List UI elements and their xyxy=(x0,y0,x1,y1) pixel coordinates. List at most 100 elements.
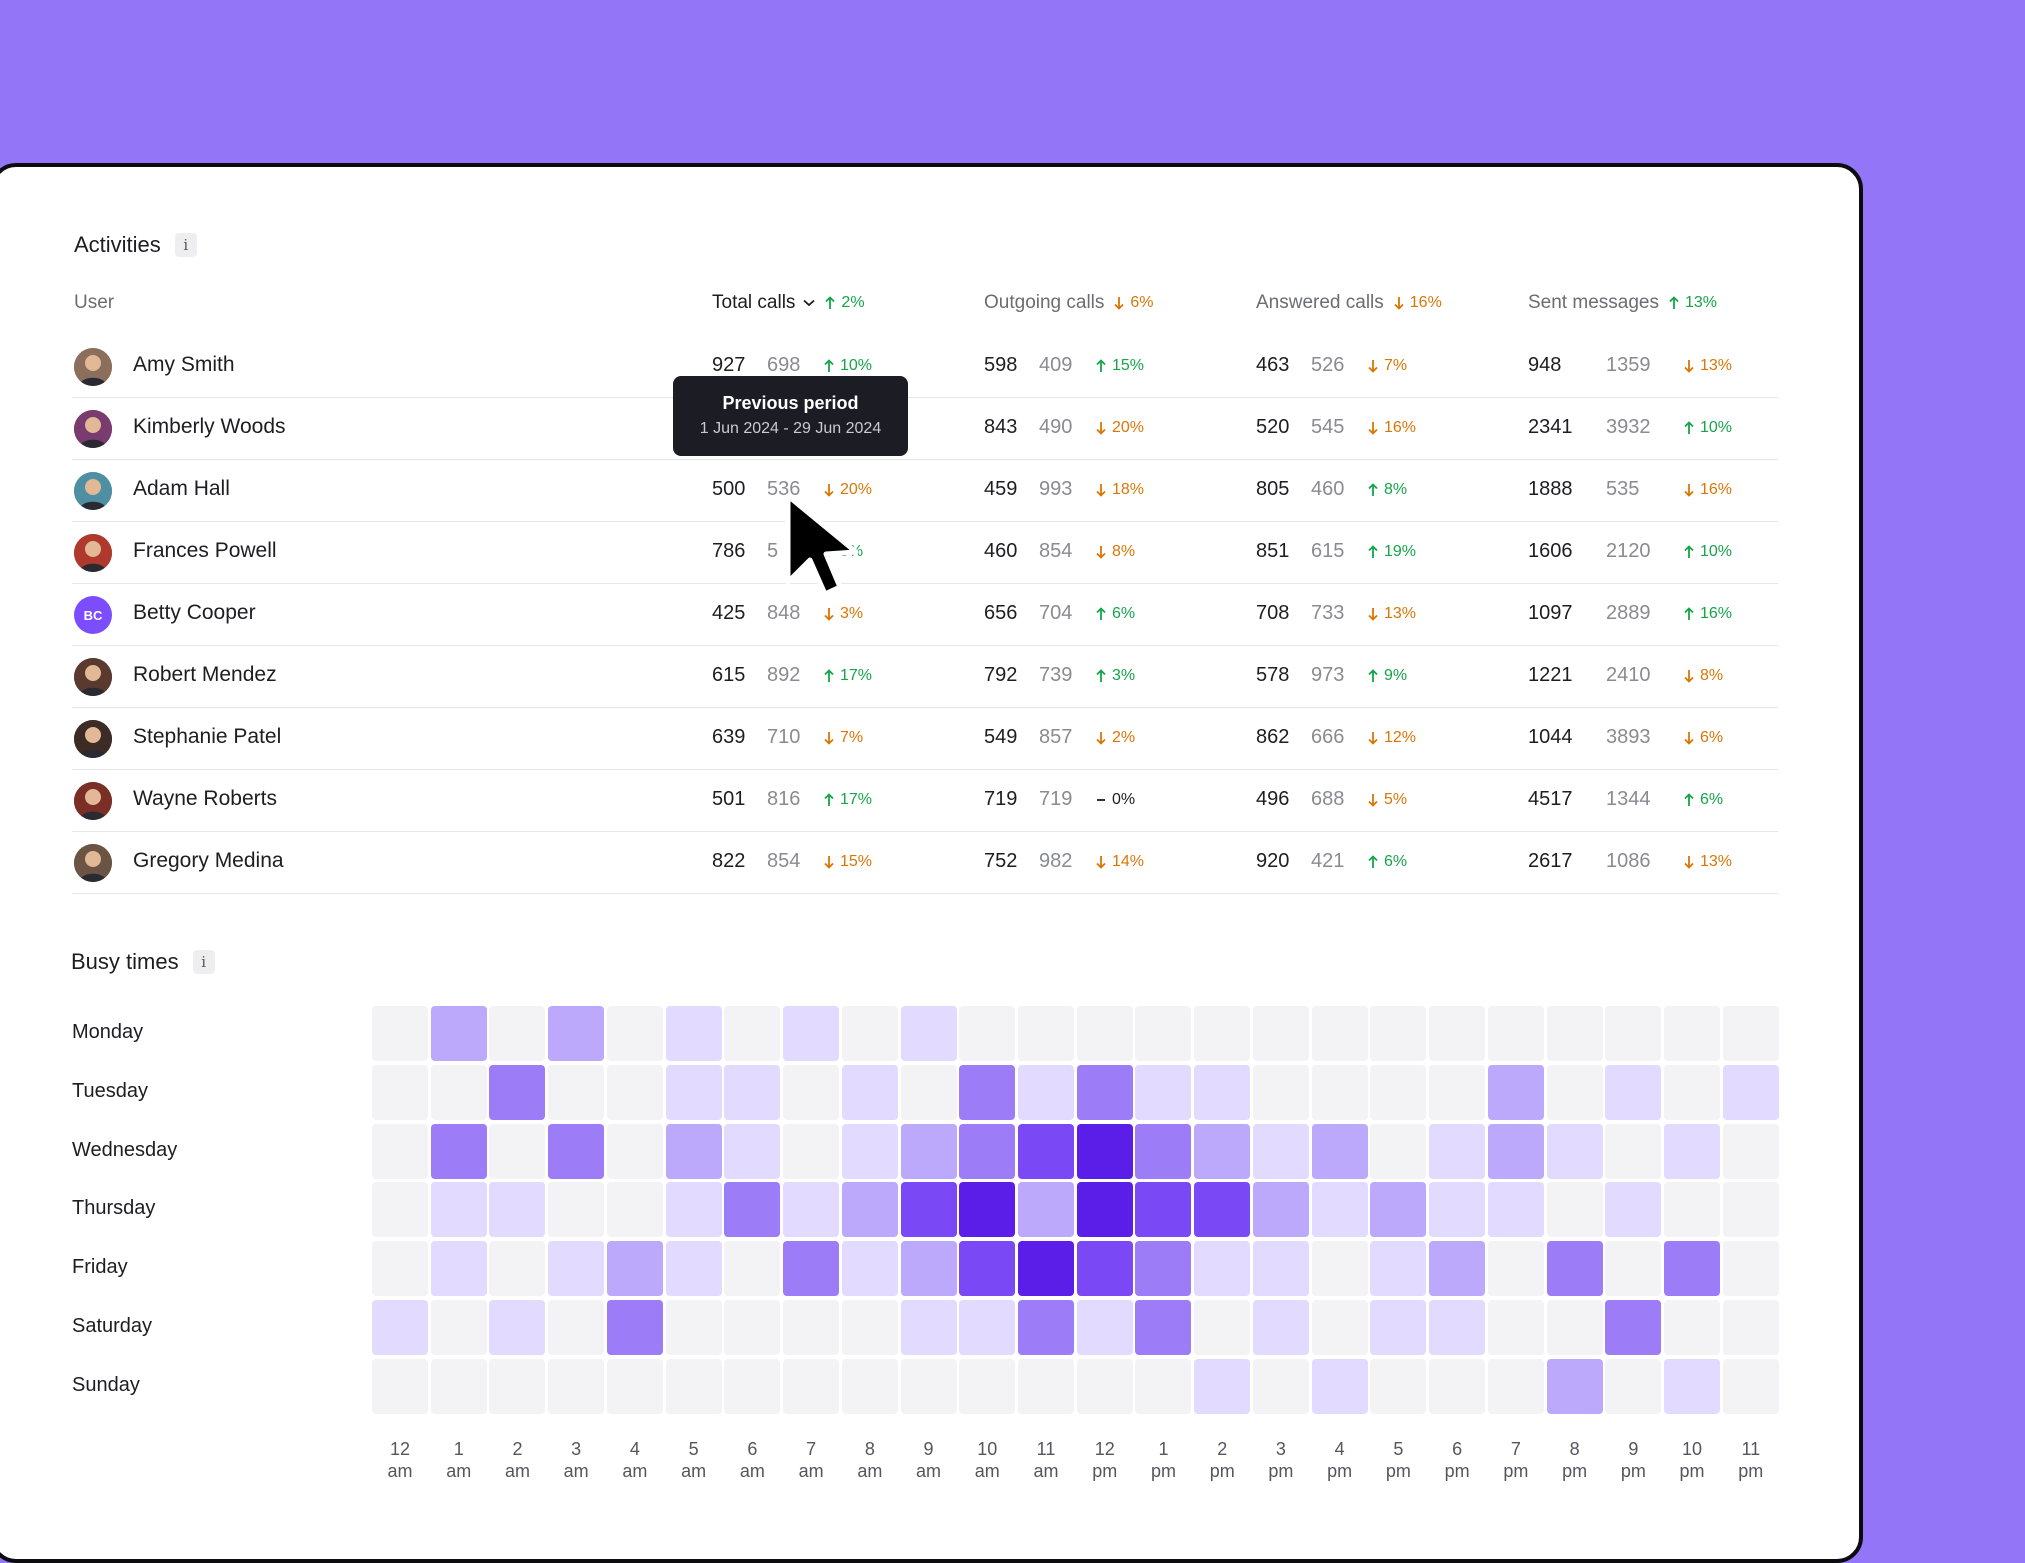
previous-value[interactable]: 973 xyxy=(1311,664,1345,686)
heatmap-cell[interactable] xyxy=(372,1300,428,1355)
heatmap-cell[interactable] xyxy=(783,1123,840,1179)
heatmap-cell[interactable] xyxy=(783,1182,840,1238)
heatmap-cell[interactable] xyxy=(959,1182,1016,1238)
heatmap-cell[interactable] xyxy=(1487,1241,1544,1297)
heatmap-cell[interactable] xyxy=(1664,1006,1721,1061)
previous-value[interactable]: 3893 xyxy=(1606,726,1651,748)
heatmap-cell[interactable] xyxy=(900,1300,957,1355)
previous-value[interactable]: 704 xyxy=(1039,602,1073,624)
heatmap-cell[interactable] xyxy=(430,1358,487,1414)
heatmap-cell[interactable] xyxy=(1076,1123,1133,1179)
heatmap-cell[interactable] xyxy=(1135,1006,1192,1061)
previous-value[interactable]: 816 xyxy=(767,788,801,810)
heatmap-cell[interactable] xyxy=(1076,1006,1133,1061)
heatmap-cell[interactable] xyxy=(665,1064,722,1120)
heatmap-cell[interactable] xyxy=(900,1006,957,1061)
heatmap-cell[interactable] xyxy=(724,1182,781,1238)
previous-value[interactable]: 688 xyxy=(1311,788,1345,810)
previous-value[interactable]: 848 xyxy=(767,602,801,624)
column-header-total-calls[interactable]: Total calls 2% xyxy=(712,291,865,315)
heatmap-cell[interactable] xyxy=(548,1006,605,1061)
heatmap-cell[interactable] xyxy=(548,1358,605,1414)
previous-value[interactable]: 719 xyxy=(1039,788,1073,810)
previous-value[interactable]: 460 xyxy=(1311,478,1345,500)
heatmap-cell[interactable] xyxy=(1487,1123,1544,1179)
previous-value[interactable]: 1359 xyxy=(1606,354,1651,376)
heatmap-cell[interactable] xyxy=(430,1241,487,1297)
heatmap-cell[interactable] xyxy=(606,1241,663,1297)
heatmap-cell[interactable] xyxy=(1722,1006,1779,1061)
heatmap-cell[interactable] xyxy=(1252,1123,1309,1179)
heatmap-cell[interactable] xyxy=(724,1300,781,1355)
previous-value[interactable]: 854 xyxy=(1039,540,1073,562)
heatmap-cell[interactable] xyxy=(1018,1300,1075,1355)
heatmap-cell[interactable] xyxy=(1076,1182,1133,1238)
heatmap-cell[interactable] xyxy=(1546,1006,1603,1061)
heatmap-cell[interactable] xyxy=(1370,1182,1427,1238)
previous-value[interactable]: 710 xyxy=(767,726,801,748)
heatmap-cell[interactable] xyxy=(724,1241,781,1297)
table-row[interactable]: Wayne Roberts 501 816 17% 719 719 0% 496… xyxy=(72,770,1778,832)
heatmap-cell[interactable] xyxy=(489,1241,546,1297)
previous-value[interactable]: 421 xyxy=(1311,850,1345,872)
heatmap-cell[interactable] xyxy=(1370,1064,1427,1120)
heatmap-cell[interactable] xyxy=(372,1182,428,1238)
heatmap-cell[interactable] xyxy=(1664,1241,1721,1297)
heatmap-cell[interactable] xyxy=(724,1123,781,1179)
heatmap-cell[interactable] xyxy=(1135,1182,1192,1238)
heatmap-cell[interactable] xyxy=(372,1123,428,1179)
heatmap-cell[interactable] xyxy=(606,1123,663,1179)
heatmap-cell[interactable] xyxy=(1722,1300,1779,1355)
heatmap-cell[interactable] xyxy=(900,1064,957,1120)
heatmap-cell[interactable] xyxy=(841,1123,898,1179)
heatmap-cell[interactable] xyxy=(959,1358,1016,1414)
heatmap-cell[interactable] xyxy=(1252,1300,1309,1355)
heatmap-cell[interactable] xyxy=(1018,1182,1075,1238)
previous-value[interactable]: 526 xyxy=(1311,354,1345,376)
heatmap-cell[interactable] xyxy=(606,1182,663,1238)
heatmap-cell[interactable] xyxy=(1546,1300,1603,1355)
heatmap-cell[interactable] xyxy=(724,1006,781,1061)
previous-value[interactable]: 409 xyxy=(1039,354,1073,376)
heatmap-cell[interactable] xyxy=(1605,1241,1662,1297)
heatmap-cell[interactable] xyxy=(900,1182,957,1238)
heatmap-cell[interactable] xyxy=(1194,1064,1251,1120)
heatmap-cell[interactable] xyxy=(665,1182,722,1238)
heatmap-cell[interactable] xyxy=(1664,1358,1721,1414)
previous-value[interactable]: 545 xyxy=(1311,416,1345,438)
previous-value[interactable]: 3932 xyxy=(1606,416,1651,438)
heatmap-cell[interactable] xyxy=(1546,1064,1603,1120)
heatmap-cell[interactable] xyxy=(900,1123,957,1179)
heatmap-cell[interactable] xyxy=(489,1182,546,1238)
heatmap-cell[interactable] xyxy=(783,1064,840,1120)
heatmap-cell[interactable] xyxy=(1135,1123,1192,1179)
heatmap-cell[interactable] xyxy=(548,1241,605,1297)
previous-value[interactable]: 536 xyxy=(767,478,801,500)
heatmap-cell[interactable] xyxy=(1311,1300,1368,1355)
heatmap-cell[interactable] xyxy=(1076,1358,1133,1414)
heatmap-cell[interactable] xyxy=(1311,1123,1368,1179)
heatmap-cell[interactable] xyxy=(1311,1064,1368,1120)
heatmap-cell[interactable] xyxy=(372,1358,428,1414)
heatmap-cell[interactable] xyxy=(1018,1241,1075,1297)
heatmap-cell[interactable] xyxy=(489,1123,546,1179)
previous-value[interactable]: 698 xyxy=(767,354,801,376)
heatmap-cell[interactable] xyxy=(1429,1064,1486,1120)
heatmap-cell[interactable] xyxy=(1018,1123,1075,1179)
heatmap-cell[interactable] xyxy=(665,1006,722,1061)
heatmap-cell[interactable] xyxy=(665,1123,722,1179)
heatmap-cell[interactable] xyxy=(1194,1241,1251,1297)
heatmap-cell[interactable] xyxy=(1722,1182,1779,1238)
previous-value[interactable]: 2889 xyxy=(1606,602,1651,624)
heatmap-cell[interactable] xyxy=(606,1300,663,1355)
heatmap-cell[interactable] xyxy=(1429,1006,1486,1061)
table-row[interactable]: Robert Mendez 615 892 17% 792 739 3% 578… xyxy=(72,646,1778,708)
heatmap-cell[interactable] xyxy=(783,1241,840,1297)
heatmap-cell[interactable] xyxy=(1194,1182,1251,1238)
heatmap-cell[interactable] xyxy=(783,1006,840,1061)
heatmap-cell[interactable] xyxy=(959,1300,1016,1355)
heatmap-cell[interactable] xyxy=(1135,1064,1192,1120)
table-row[interactable]: Adam Hall 500 536 20% 459 993 18% 805 46… xyxy=(72,460,1778,522)
heatmap-cell[interactable] xyxy=(372,1006,428,1061)
table-row[interactable]: Gregory Medina 822 854 15% 752 982 14% 9… xyxy=(72,832,1778,894)
